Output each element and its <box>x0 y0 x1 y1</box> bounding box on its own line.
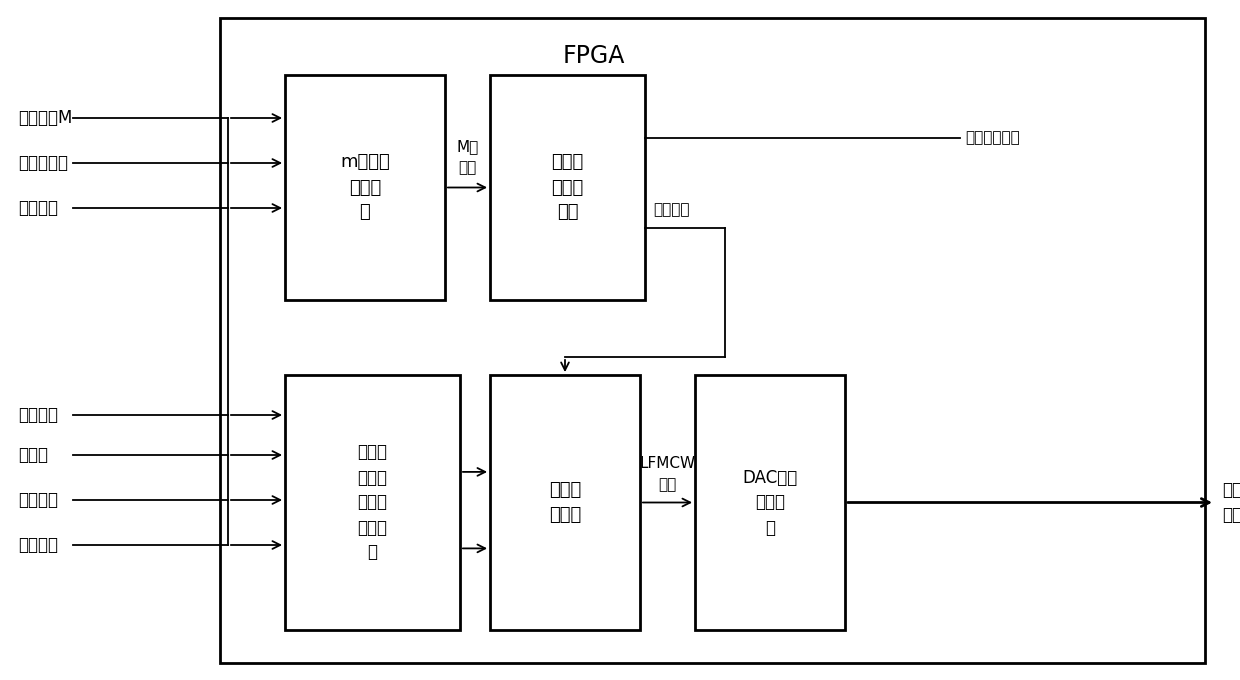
Text: 时序调
整模块: 时序调 整模块 <box>549 481 582 524</box>
Text: 序列码周期: 序列码周期 <box>19 154 68 172</box>
Bar <box>490 375 640 630</box>
Text: 起始频率: 起始频率 <box>19 406 58 424</box>
Text: FPGA: FPGA <box>563 44 625 68</box>
Text: 模拟
信号: 模拟 信号 <box>1221 481 1240 524</box>
Text: LFMCW
波形: LFMCW 波形 <box>640 456 696 492</box>
Text: 采样率: 采样率 <box>19 446 48 464</box>
Text: 信号带宽: 信号带宽 <box>19 491 58 509</box>
Text: 线性调
频连续
波信号
产生模
块: 线性调 频连续 波信号 产生模 块 <box>357 443 387 562</box>
Text: 截断脉
冲产生
模块: 截断脉 冲产生 模块 <box>552 154 584 222</box>
Bar <box>490 75 645 300</box>
Text: DAC数模
转换模
块: DAC数模 转换模 块 <box>743 469 797 537</box>
Bar <box>285 375 460 630</box>
Bar <box>285 75 445 300</box>
Bar <box>694 375 844 630</box>
Text: 随机截断脉冲: 随机截断脉冲 <box>965 131 1019 146</box>
Text: 码元宽度: 码元宽度 <box>19 199 58 217</box>
Text: 信号脉宽: 信号脉宽 <box>19 536 58 554</box>
Text: M序
列码: M序 列码 <box>456 139 479 175</box>
Text: m序列码
产生模
块: m序列码 产生模 块 <box>340 154 389 222</box>
Text: 码元个数M: 码元个数M <box>19 109 72 127</box>
Text: 脉冲使能: 脉冲使能 <box>653 203 689 218</box>
Bar <box>219 18 1205 663</box>
